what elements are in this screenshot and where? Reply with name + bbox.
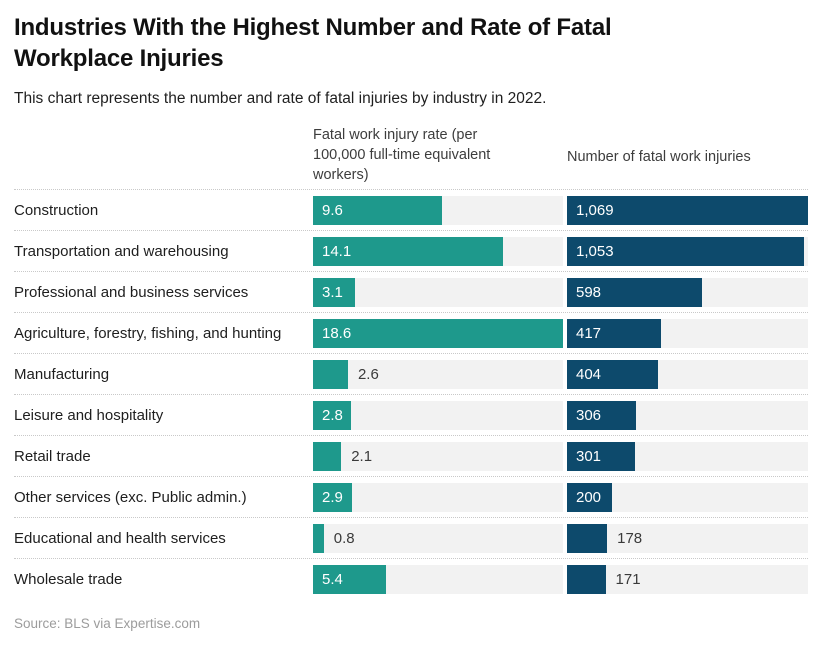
rate-bar-track: 5.4 <box>313 564 563 594</box>
number-bar-track: 598 <box>567 277 808 307</box>
number-bar: 417 <box>567 318 661 348</box>
chart-row: Leisure and hospitality 2.8 306 <box>14 394 808 435</box>
chart-subtitle: This chart represents the number and rat… <box>14 90 547 108</box>
number-bar-track: 171 <box>567 564 808 594</box>
number-bar-track: 301 <box>567 441 808 471</box>
bar-chart-rows: Construction 9.6 1,069 Transportation and w… <box>14 189 808 599</box>
industry-label: Other services (exc. Public admin.) <box>14 488 247 506</box>
chart-title: Industries With the Highest Number and R… <box>14 14 612 73</box>
number-bar-track: 1,069 <box>567 195 808 225</box>
rate-bar: 9.6 <box>313 195 443 225</box>
industry-label: Agriculture, forestry, fishing, and hunt… <box>14 324 282 342</box>
industry-label: Educational and health services <box>14 529 226 547</box>
number-bar-track: 306 <box>567 400 808 430</box>
number-value: 417 <box>576 324 602 342</box>
rate-bar <box>313 523 324 553</box>
source-note: Source: BLS via Expertise.com <box>14 616 201 632</box>
rate-value: 18.6 <box>322 324 352 342</box>
rate-bar-track: 9.6 <box>313 195 563 225</box>
number-value: 178 <box>617 529 643 547</box>
rate-bar <box>313 441 342 471</box>
number-value: 1,053 <box>576 242 614 260</box>
rate-bar: 5.4 <box>313 564 386 594</box>
number-value: 200 <box>576 488 602 506</box>
rate-value: 5.4 <box>322 570 343 588</box>
number-bar: 306 <box>567 400 636 430</box>
number-column-header: Number of fatal work injuries <box>567 148 751 165</box>
industry-label: Retail trade <box>14 447 91 465</box>
number-bar: 200 <box>567 482 613 512</box>
number-bar-track: 178 <box>567 523 808 553</box>
number-bar-track: 404 <box>567 359 808 389</box>
chart-row: Manufacturing 2.6 404 <box>14 353 808 394</box>
column-headers: Fatal work injury rate (per 100,000 full… <box>14 126 808 189</box>
number-value: 171 <box>615 570 641 588</box>
number-value: 598 <box>576 283 602 301</box>
number-bar <box>567 564 606 594</box>
rate-value: 2.6 <box>357 365 379 383</box>
rate-value: 3.1 <box>322 283 343 301</box>
rate-value: 2.8 <box>322 406 343 424</box>
rate-bar-track: 18.6 <box>313 318 563 348</box>
rate-bar-track: 2.1 <box>313 441 563 471</box>
rate-bar <box>313 359 348 389</box>
chart-row: Transportation and warehousing 14.1 1,053 <box>14 230 808 271</box>
rate-bar: 14.1 <box>313 236 503 266</box>
chart-row: Professional and business services 3.1 598 <box>14 271 808 312</box>
number-bar: 404 <box>567 359 659 389</box>
chart-row: Retail trade 2.1 301 <box>14 435 808 476</box>
number-bar: 301 <box>567 441 635 471</box>
number-bar-track: 417 <box>567 318 808 348</box>
rate-bar: 2.9 <box>313 482 352 512</box>
number-bar-track: 1,053 <box>567 236 808 266</box>
chart-row: Construction 9.6 1,069 <box>14 189 808 230</box>
rate-bar: 18.6 <box>313 318 563 348</box>
rate-column-header: Fatal work injury rate (per 100,000 full… <box>313 127 491 183</box>
number-value: 404 <box>576 365 602 383</box>
number-bar-track: 200 <box>567 482 808 512</box>
industry-label: Professional and business services <box>14 283 249 301</box>
rate-value: 14.1 <box>322 242 352 260</box>
chart-row: Agriculture, forestry, fishing, and hunt… <box>14 312 808 353</box>
industry-label: Leisure and hospitality <box>14 406 164 424</box>
rate-bar-track: 14.1 <box>313 236 563 266</box>
number-value: 306 <box>576 406 602 424</box>
number-bar <box>567 523 608 553</box>
rate-bar-track: 3.1 <box>313 277 563 307</box>
industry-label: Manufacturing <box>14 365 110 383</box>
rate-value: 2.9 <box>322 488 343 506</box>
rate-value: 0.8 <box>333 529 355 547</box>
chart-row: Other services (exc. Public admin.) 2.9 20… <box>14 476 808 517</box>
rate-bar-track: 2.8 <box>313 400 563 430</box>
chart-row: Educational and health services 0.8 178 <box>14 517 808 558</box>
number-bar: 598 <box>567 277 702 307</box>
number-bar: 1,053 <box>567 236 805 266</box>
number-bar: 1,069 <box>567 195 808 225</box>
chart-row: Wholesale trade 5.4 171 <box>14 558 808 599</box>
industry-label: Wholesale trade <box>14 570 123 588</box>
industry-label: Construction <box>14 201 99 219</box>
rate-bar-track: 2.6 <box>313 359 563 389</box>
rate-bar: 2.8 <box>313 400 351 430</box>
rate-bar-track: 0.8 <box>313 523 563 553</box>
rate-bar-track: 2.9 <box>313 482 563 512</box>
number-value: 1,069 <box>576 201 614 219</box>
rate-bar: 3.1 <box>313 277 355 307</box>
number-value: 301 <box>576 447 602 465</box>
industry-label: Transportation and warehousing <box>14 242 229 260</box>
rate-value: 2.1 <box>351 447 373 465</box>
rate-value: 9.6 <box>322 201 343 219</box>
